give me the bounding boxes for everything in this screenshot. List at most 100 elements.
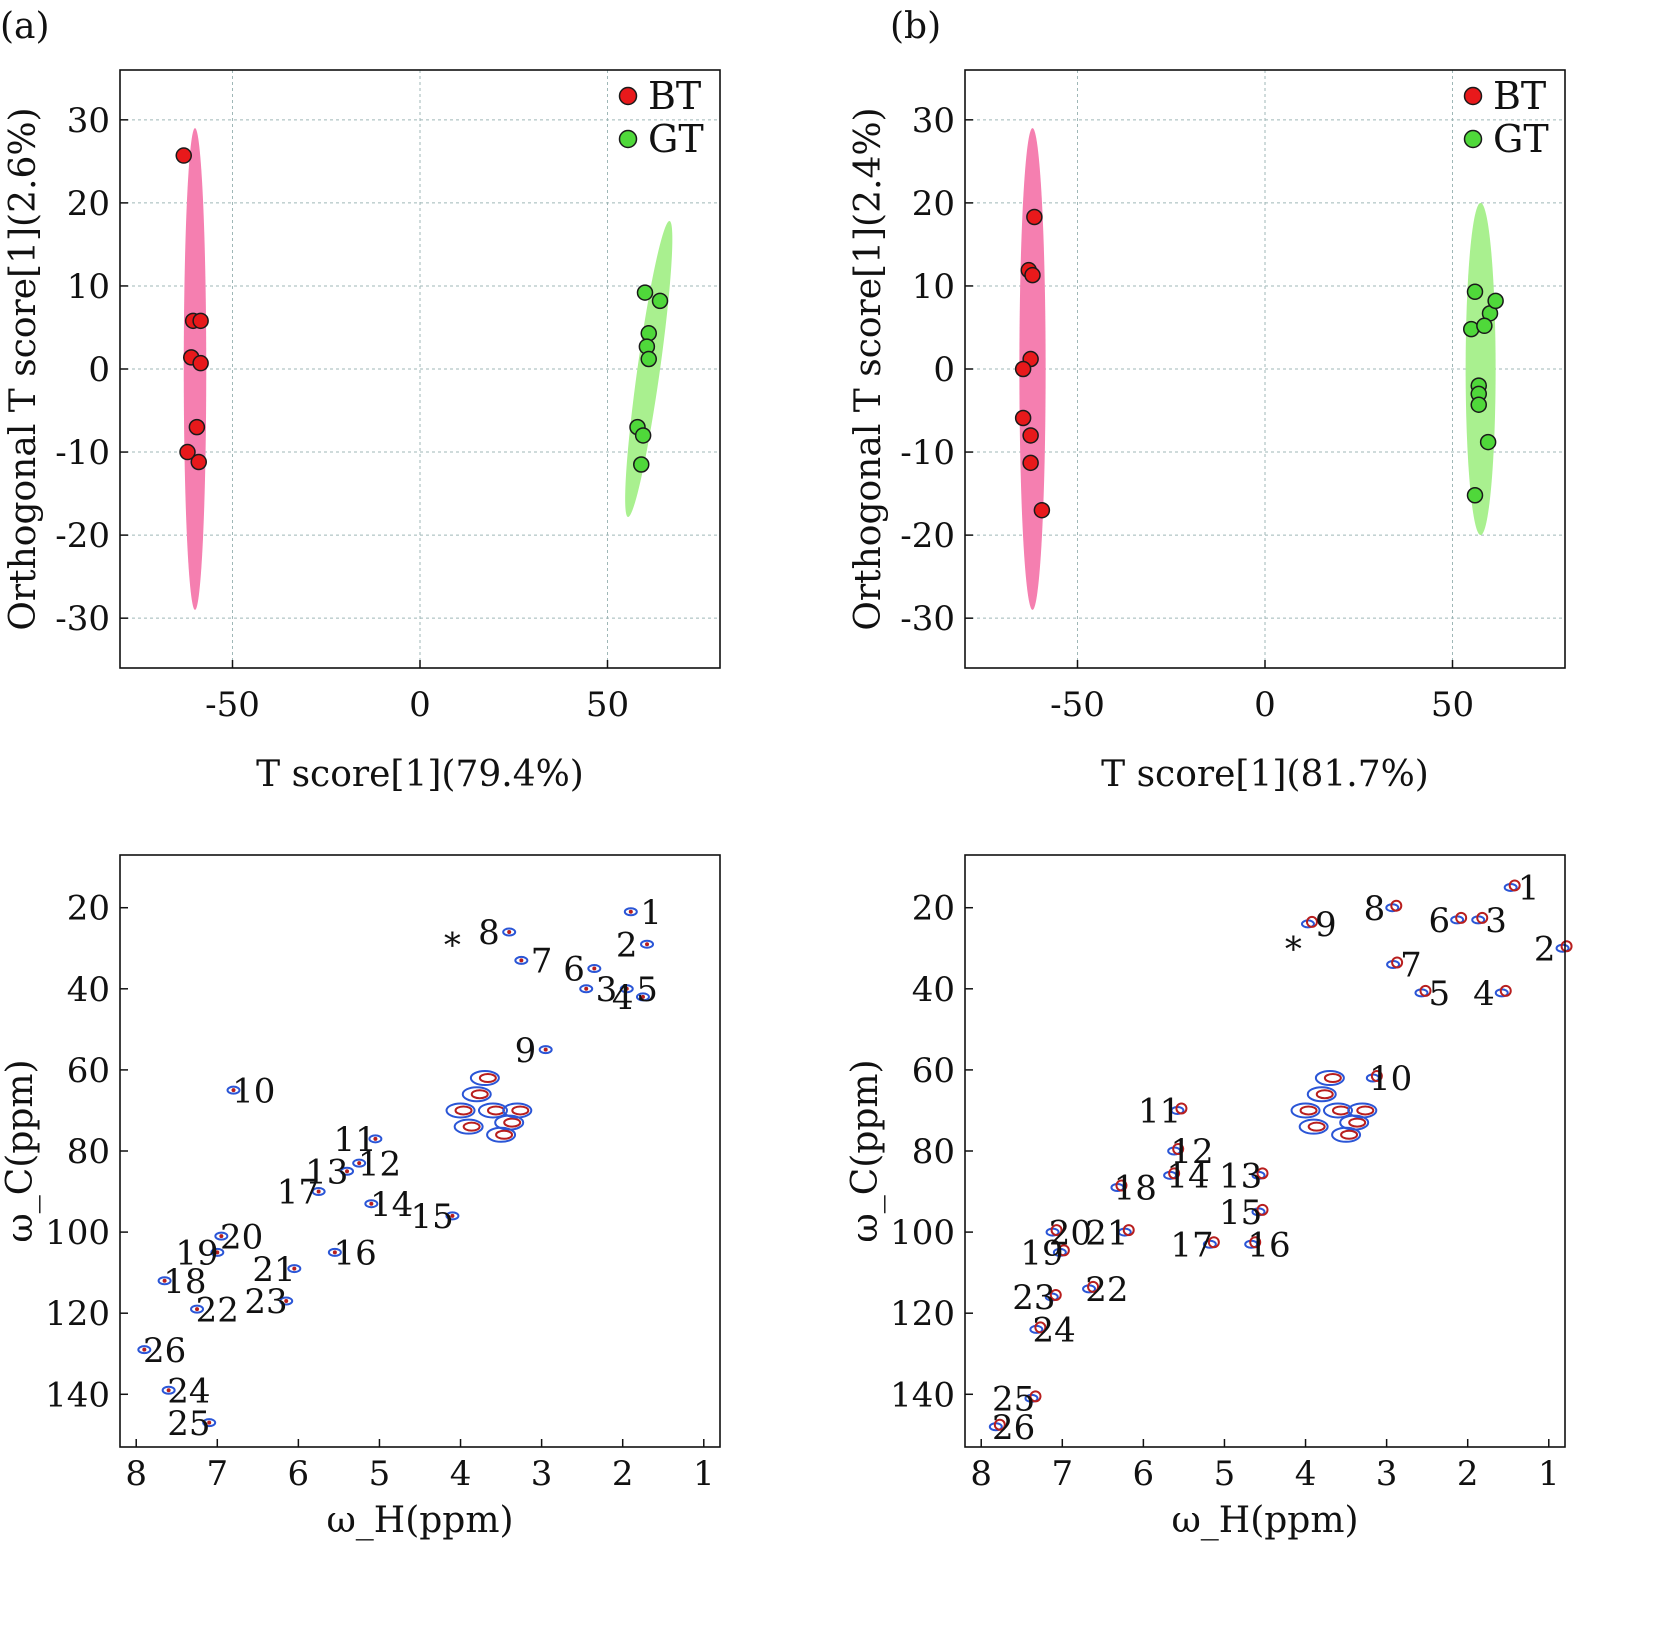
contour-peak	[202, 1418, 217, 1428]
peak-label: 20	[220, 1217, 263, 1257]
data-point-bt	[192, 312, 209, 330]
contour-peaks	[988, 879, 1573, 1432]
contour-peak-core	[166, 1388, 171, 1393]
peak-label: 9	[1315, 905, 1337, 945]
contour-peak-core	[543, 1047, 548, 1052]
contour-peak	[311, 1187, 326, 1197]
x-tick-label: 5	[1214, 1454, 1236, 1494]
peak-label: 10	[1369, 1059, 1412, 1099]
legend-marker-bt	[1463, 86, 1483, 106]
y-tick-label: 60	[67, 1051, 110, 1091]
data-point-bt	[188, 418, 206, 436]
contour-peak	[477, 1102, 508, 1119]
contour-peak-red	[1499, 984, 1512, 997]
contour-peak-core	[369, 1201, 374, 1206]
peak-label: 8	[1364, 889, 1386, 929]
contour-peak-red	[462, 1121, 481, 1132]
contour-peak	[214, 1231, 229, 1241]
contour-peak-red	[1029, 1390, 1042, 1403]
x-tick-label: 0	[409, 685, 431, 725]
y-tick-label: 10	[67, 267, 110, 307]
data-point-bt	[1022, 427, 1039, 444]
x-tick-label: 6	[288, 1454, 310, 1494]
x-tick-label: 3	[1376, 1454, 1398, 1494]
peak-label: 13	[1219, 1156, 1262, 1196]
contour-peak-red	[1348, 1117, 1367, 1128]
x-tick-label: 8	[125, 1454, 147, 1494]
data-point-gt	[1466, 486, 1484, 504]
peak-label: 12	[1170, 1132, 1213, 1172]
contour-peak	[502, 1102, 533, 1119]
x-tick-label: 1	[1538, 1454, 1560, 1494]
contour-peak-red	[1331, 1105, 1350, 1116]
peak-label: 22	[196, 1290, 239, 1330]
data-point-gt	[1476, 317, 1493, 335]
legend-marker-gt	[618, 129, 638, 149]
peak-label: 9	[515, 1031, 537, 1071]
data-point-bt	[1022, 454, 1039, 472]
data-point-gt	[640, 350, 657, 368]
peak-label: 26	[143, 1331, 186, 1371]
contour-peak	[352, 1158, 367, 1168]
peak-label: 1	[640, 893, 662, 933]
peak-label: 16	[334, 1234, 377, 1274]
peak-label: 10	[232, 1071, 275, 1111]
contour-peak	[453, 1118, 484, 1135]
contour-peak-red	[503, 1117, 522, 1128]
panel-label-a: (a)	[0, 6, 50, 47]
data-point-bt	[1014, 409, 1032, 427]
y-tick-label: -30	[55, 599, 110, 639]
x-tick-label: 2	[612, 1454, 634, 1494]
peak-label: 16	[1247, 1225, 1290, 1265]
legend-label-bt: BT	[1493, 74, 1546, 118]
peak-label: 13	[305, 1152, 348, 1192]
y-tick-label: 80	[67, 1132, 110, 1172]
legend-marker-gt	[1463, 129, 1483, 149]
contour-peak-core	[624, 986, 629, 991]
x-tick-label: 3	[531, 1454, 553, 1494]
data-point-gt	[1479, 433, 1497, 451]
contour-peak-red	[1049, 1288, 1062, 1301]
legend-marker-bt	[618, 86, 638, 106]
y-tick-label: 40	[912, 970, 955, 1010]
x-tick-label: 8	[970, 1454, 992, 1494]
x-axis-label: ω_H(ppm)	[326, 1500, 513, 1541]
peak-label: 14	[1166, 1156, 1209, 1196]
panel-label-b: (b)	[890, 6, 941, 47]
peak-label: 23	[1012, 1278, 1055, 1318]
contour-peak-red	[1340, 1129, 1359, 1140]
x-tick-label: 0	[1254, 685, 1276, 725]
peak-label: *	[1285, 929, 1302, 969]
contour-peak	[190, 1304, 205, 1314]
contour-peak-core	[357, 1161, 362, 1166]
peak-label: 24	[1033, 1311, 1076, 1351]
contour-peak-core	[142, 1347, 147, 1352]
x-tick-label: 4	[1295, 1454, 1317, 1494]
peak-label: 5	[636, 970, 658, 1010]
contour-peak	[514, 955, 529, 965]
contour-peak-red	[1172, 1143, 1185, 1155]
data-point-bt	[175, 147, 192, 164]
contour-peak-red	[1508, 879, 1521, 892]
data-point-bt	[1024, 266, 1041, 284]
contour-peak-core	[640, 994, 645, 999]
contour-peak-red	[1391, 956, 1404, 969]
x-tick-label: -50	[1050, 685, 1105, 725]
y-tick-label: 60	[912, 1051, 955, 1091]
contour-peak-red	[495, 1129, 514, 1140]
x-tick-label: 2	[1457, 1454, 1479, 1494]
x-axis-label: ω_H(ppm)	[1171, 1500, 1358, 1541]
legend-label-gt: GT	[648, 117, 704, 161]
contour-peak	[623, 907, 638, 917]
x-tick-label: 4	[450, 1454, 472, 1494]
x-axis-label: T score[1](79.4%)	[256, 754, 584, 795]
contour-peak	[538, 1045, 553, 1055]
y-axis-label: ω_C(ppm)	[0, 1059, 41, 1242]
confidence-ellipse-bt	[1019, 128, 1046, 610]
peak-label: 4	[612, 978, 634, 1018]
contour-peak	[1322, 1102, 1353, 1119]
peak-label: 1	[1518, 869, 1540, 909]
contour-peaks	[137, 907, 655, 1428]
